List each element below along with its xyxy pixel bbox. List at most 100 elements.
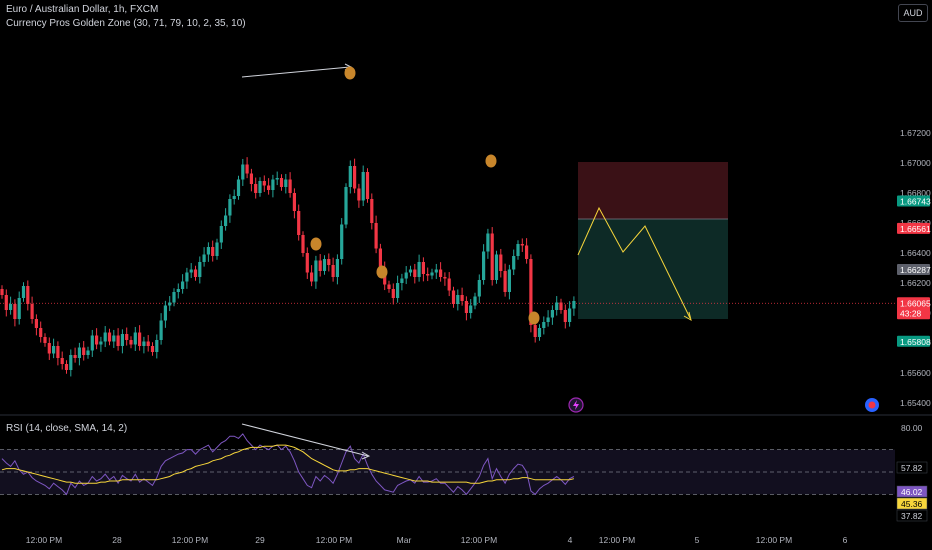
- candle-body: [297, 211, 301, 235]
- price-label: 1.66065: [900, 298, 931, 308]
- candle-body: [82, 347, 86, 355]
- candle-body: [310, 272, 314, 282]
- candle-body: [335, 259, 339, 277]
- rsi-value-box: [896, 461, 928, 474]
- candle-body: [512, 256, 516, 270]
- time-axis-tick: 6: [843, 535, 848, 545]
- candle-body: [520, 244, 524, 246]
- candle-body: [353, 166, 357, 189]
- candle-body: [185, 272, 189, 282]
- rsi-ma-line: [1, 444, 575, 484]
- candle-body: [357, 188, 361, 201]
- candle-body: [426, 274, 430, 276]
- candle-body: [327, 259, 331, 265]
- candle-body: [284, 179, 288, 187]
- candle-body: [374, 223, 378, 249]
- candle-body: [181, 281, 185, 289]
- time-axis-tick: Mar: [397, 535, 412, 545]
- candle-body: [486, 233, 490, 252]
- lightning-event-icon[interactable]: [568, 397, 584, 413]
- candle-body: [99, 341, 103, 345]
- candle-body: [125, 334, 129, 340]
- take-profit-zone: [578, 219, 728, 319]
- candle-body: [138, 332, 142, 346]
- candle-body: [120, 334, 124, 346]
- candle-body: [241, 164, 245, 180]
- candle-body: [396, 283, 400, 298]
- price-axis-tick: 1.65400: [900, 398, 931, 408]
- candle-body: [456, 295, 460, 304]
- candle-body: [168, 302, 172, 306]
- divergence-trendline: [241, 66, 351, 78]
- candle-body: [211, 247, 215, 256]
- candle-body: [219, 226, 223, 243]
- candle-body: [90, 335, 94, 351]
- price-label-box: [897, 335, 930, 347]
- candle-body: [77, 347, 81, 358]
- candle-body: [408, 269, 413, 273]
- candle-body: [271, 179, 275, 190]
- candle-body: [116, 335, 120, 346]
- candle-body: [322, 259, 327, 271]
- price-label-box: [897, 263, 930, 275]
- candle-body: [340, 224, 344, 259]
- candle-body: [228, 199, 232, 216]
- candle-body: [473, 296, 477, 306]
- time-axis-tick: 29: [255, 535, 265, 545]
- candle-body: [176, 289, 180, 292]
- zone-marker: [310, 237, 322, 251]
- candle-body: [499, 254, 503, 271]
- candle-body: [555, 302, 559, 310]
- candle-body: [258, 181, 262, 193]
- price-label: 1.66287: [900, 265, 931, 275]
- candle-body: [21, 286, 26, 298]
- price-label: 1.65808: [900, 337, 931, 347]
- candle-body: [56, 346, 60, 358]
- candle-body: [460, 295, 464, 301]
- candle-body: [232, 196, 236, 199]
- candle-body: [133, 332, 137, 345]
- time-axis-tick: 12:00 PM: [316, 535, 352, 545]
- candle-body: [26, 286, 30, 304]
- candle-body: [469, 305, 473, 313]
- candle-body: [236, 179, 241, 196]
- projection-arrowhead: [683, 311, 692, 322]
- candle-body: [546, 317, 550, 322]
- candle-body: [275, 178, 279, 180]
- time-axis-tick: 12:00 PM: [26, 535, 62, 545]
- stop-loss-zone: [578, 162, 728, 219]
- candle-body: [533, 325, 537, 337]
- candle-body: [477, 280, 481, 297]
- candle-body: [95, 335, 99, 345]
- candle-body: [447, 278, 451, 291]
- candle-body: [189, 269, 193, 273]
- rsi-value-label: 57.82: [901, 463, 923, 473]
- candle-body: [0, 289, 4, 295]
- candle-body: [64, 364, 69, 370]
- candle-body: [13, 304, 17, 319]
- projection-path: [577, 206, 691, 319]
- candle-body: [69, 355, 73, 370]
- time-axis-tick: 12:00 PM: [172, 535, 208, 545]
- rsi-value-box: [896, 497, 928, 510]
- candle-body: [421, 262, 425, 274]
- currency-button[interactable]: AUD: [898, 4, 928, 22]
- price-label: 1.66743: [900, 197, 931, 207]
- candle-body: [503, 271, 507, 292]
- candle-body: [202, 254, 206, 262]
- candle-body: [542, 322, 546, 328]
- time-axis-tick: 4: [568, 535, 573, 545]
- candle-body: [254, 184, 258, 193]
- price-axis-tick: 1.66200: [900, 278, 931, 288]
- countdown-label: 43:28: [900, 308, 922, 318]
- candle-body: [443, 277, 447, 279]
- candle-body: [568, 308, 572, 322]
- candle-body: [482, 251, 486, 280]
- flag-event-icon[interactable]: [865, 398, 879, 412]
- candle-body: [464, 301, 468, 313]
- price-axis-tick: 1.66800: [900, 188, 931, 198]
- candle-body: [43, 337, 47, 343]
- candle-body: [224, 215, 228, 226]
- candle-body: [60, 358, 64, 364]
